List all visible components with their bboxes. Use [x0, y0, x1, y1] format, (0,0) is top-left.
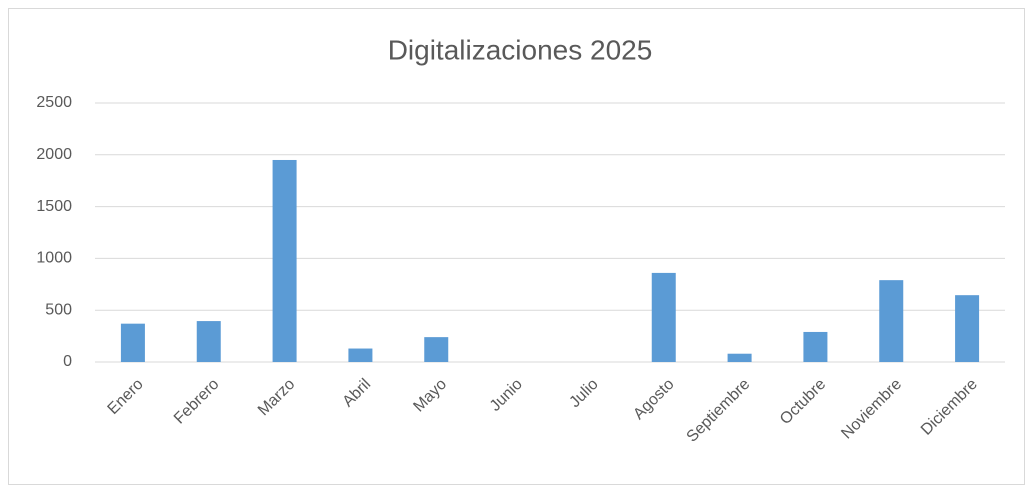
- bar: [651, 272, 676, 362]
- bar: [955, 295, 980, 362]
- chart-border: [8, 8, 1025, 485]
- bar: [120, 323, 145, 362]
- bar: [727, 353, 752, 362]
- y-tick-label: 2000: [36, 146, 72, 163]
- bar: [196, 321, 221, 362]
- chart-title: Digitalizaciones 2025: [388, 34, 653, 65]
- bar: [879, 280, 904, 362]
- bar: [348, 348, 373, 362]
- y-tick-label: 500: [45, 301, 72, 318]
- bar: [424, 337, 449, 362]
- y-tick-label: 1500: [36, 198, 72, 215]
- y-tick-label: 1000: [36, 250, 72, 267]
- y-tick-label: 2500: [36, 94, 72, 111]
- bar: [803, 331, 828, 362]
- y-tick-label: 0: [63, 353, 72, 370]
- bar: [272, 159, 297, 362]
